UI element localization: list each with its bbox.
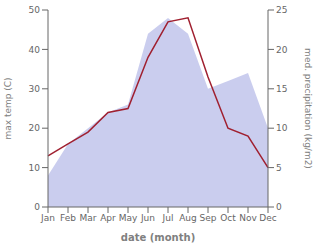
svg-text:May: May (119, 213, 138, 223)
svg-text:med. precipitation (kg/m2): med. precipitation (kg/m2) (303, 48, 310, 169)
svg-text:50: 50 (29, 5, 41, 15)
svg-text:Jan: Jan (40, 213, 55, 223)
svg-text:Dec: Dec (259, 213, 276, 223)
svg-text:Feb: Feb (60, 213, 76, 223)
svg-text:10: 10 (276, 123, 288, 133)
svg-text:max temp (C): max temp (C) (8, 77, 13, 139)
svg-text:5: 5 (276, 163, 282, 173)
svg-text:Aug: Aug (179, 213, 197, 223)
svg-text:Oct: Oct (220, 213, 236, 223)
svg-text:Mar: Mar (80, 213, 97, 223)
svg-text:40: 40 (29, 45, 41, 55)
svg-text:10: 10 (29, 163, 41, 173)
svg-text:0: 0 (34, 202, 40, 212)
svg-text:25: 25 (276, 5, 287, 15)
svg-text:Nov: Nov (239, 213, 257, 223)
svg-text:0: 0 (276, 202, 282, 212)
svg-text:Apr: Apr (100, 213, 116, 223)
svg-text:20: 20 (29, 123, 41, 133)
svg-text:15: 15 (276, 84, 287, 94)
svg-text:20: 20 (276, 45, 288, 55)
svg-text:Sep: Sep (200, 213, 217, 223)
svg-text:30: 30 (29, 84, 41, 94)
svg-text:Jul: Jul (162, 213, 174, 223)
svg-text:date (month): date (month) (121, 232, 195, 243)
svg-text:Jun: Jun (140, 213, 155, 223)
